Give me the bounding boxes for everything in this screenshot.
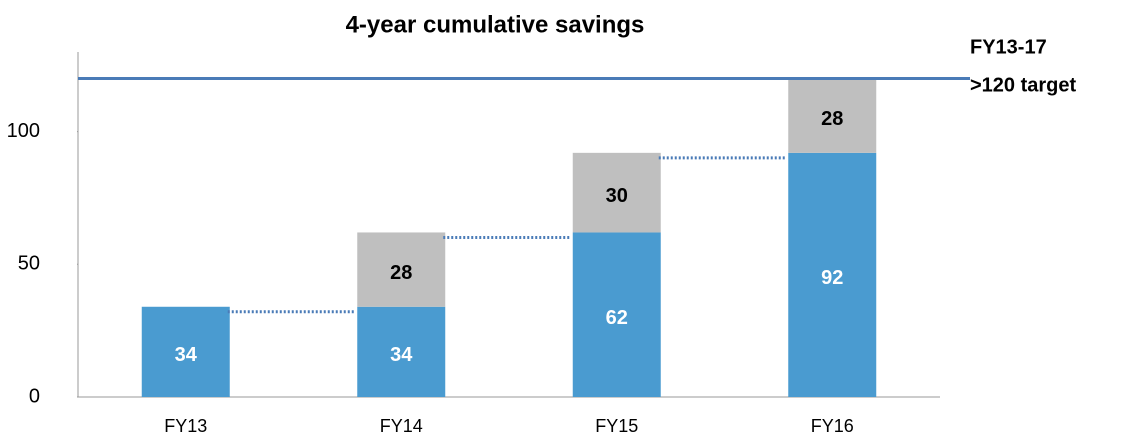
x-tick-label: FY13 <box>164 416 207 436</box>
data-label: 28 <box>390 262 412 284</box>
bar-segment <box>141 306 230 397</box>
chart-title: 4-year cumulative savings <box>346 11 645 38</box>
bar-segment <box>357 306 446 397</box>
data-label: 34 <box>175 344 198 366</box>
data-label: 62 <box>606 307 628 329</box>
data-label: 92 <box>821 267 843 289</box>
data-label: 30 <box>606 185 628 207</box>
bar-segment <box>572 232 661 397</box>
y-tick-label: 100 <box>7 120 40 142</box>
bar-segment <box>572 152 661 233</box>
y-tick-label: 50 <box>18 253 40 275</box>
data-label: 28 <box>821 108 843 130</box>
y-tick-label: 0 <box>29 385 40 407</box>
data-label: 34 <box>390 344 413 366</box>
x-tick-label: FY16 <box>811 416 854 436</box>
x-tick-label: FY15 <box>595 416 638 436</box>
bar-segment <box>357 232 446 307</box>
x-tick-label: FY14 <box>380 416 423 436</box>
target-label: >120 target <box>970 74 1077 96</box>
bar-segment <box>788 78 877 153</box>
bar-segment <box>788 152 877 397</box>
target-label: FY13-17 <box>970 36 1047 58</box>
